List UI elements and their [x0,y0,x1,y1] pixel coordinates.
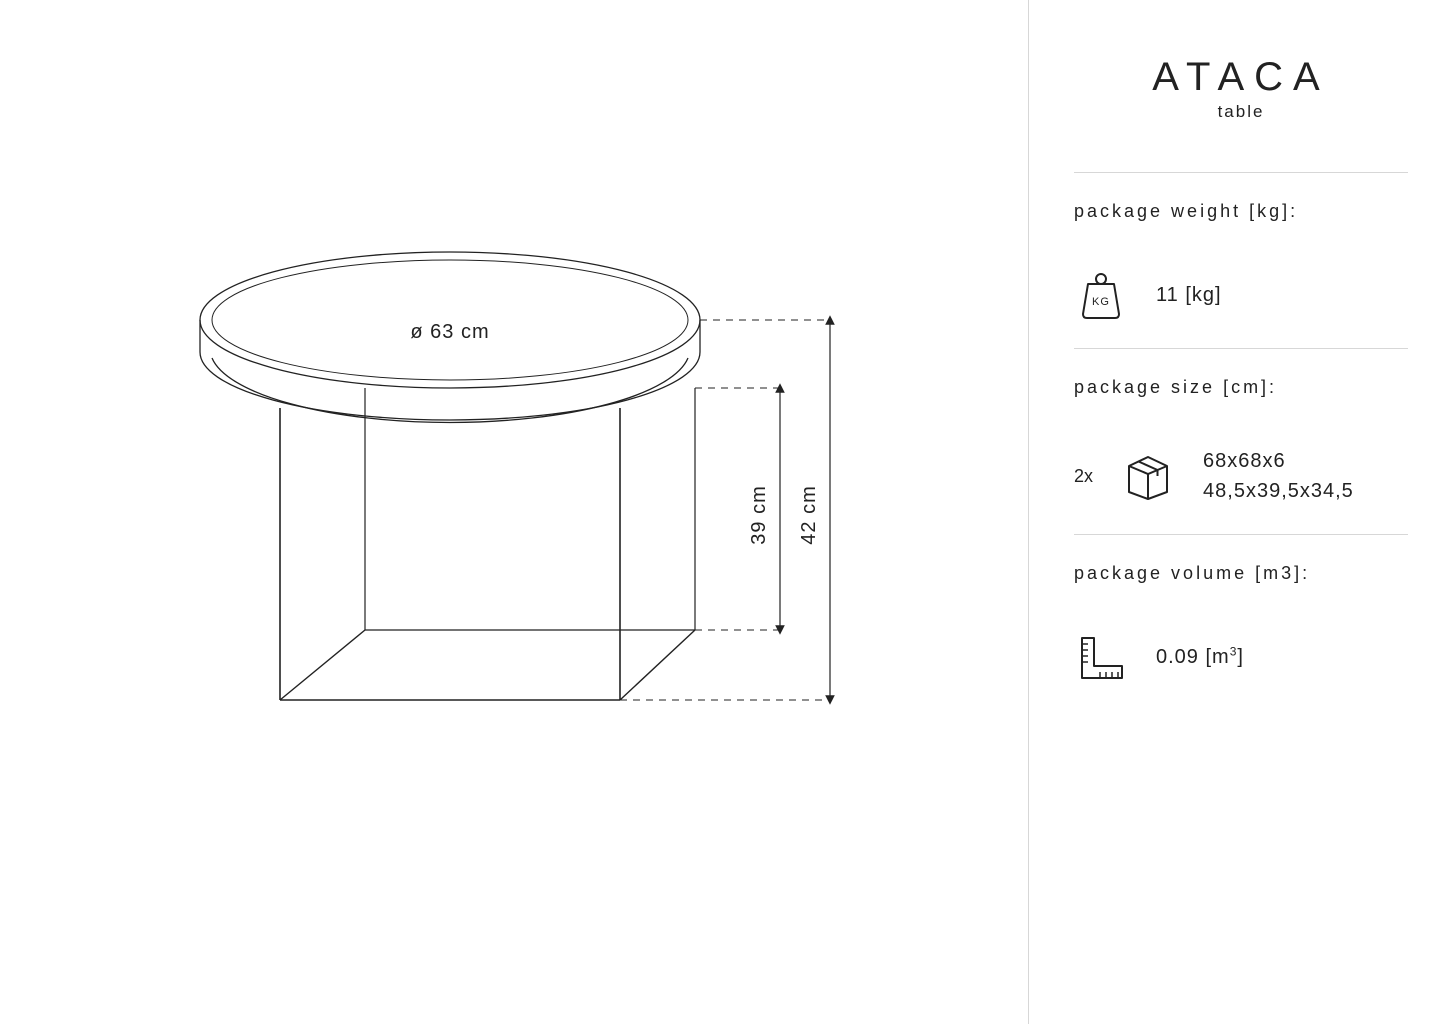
section-volume-title: package volume [m3]: [1074,563,1408,584]
diameter-label: ø 63 cm [410,321,489,343]
ruler-icon [1074,632,1128,682]
section-size-title: package size [cm]: [1074,377,1408,398]
size-qty: 2x [1074,466,1093,487]
height-outer-label: 42 cm [798,485,820,544]
volume-value: 0.09 [m3] [1156,642,1244,672]
size-line-2: 48,5x39,5x34,5 [1203,480,1354,502]
weight-value: 11 [kg] [1156,280,1222,310]
product-type: table [1074,102,1408,122]
svg-text:KG: KG [1092,296,1110,308]
size-values: 68x68x6 48,5x39,5x34,5 [1203,446,1354,506]
section-weight: package weight [kg]: KG 11 [kg] [1074,172,1408,348]
height-inner-label: 39 cm [748,485,770,544]
spec-panel: ATACA table package weight [kg]: KG 11 [… [1028,0,1448,1024]
section-size: package size [cm]: 2x 68x68x6 48,5x39,5x… [1074,348,1408,534]
drawing-panel: ø 63 cm [0,0,1028,1024]
size-line-1: 68x68x6 [1203,450,1286,472]
section-weight-title: package weight [kg]: [1074,201,1408,222]
weight-icon: KG [1074,270,1128,320]
table-line-drawing: ø 63 cm [190,230,890,790]
product-name: ATACA [1074,55,1408,100]
box-icon [1121,452,1175,500]
section-volume: package volume [m3]: [1074,534,1408,710]
